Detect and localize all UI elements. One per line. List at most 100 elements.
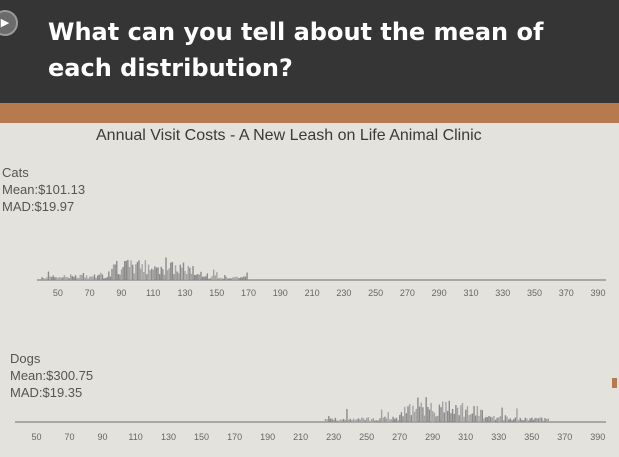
histogram-bar: [461, 402, 464, 422]
histogram-bar: [154, 266, 156, 280]
histogram-bar: [146, 274, 148, 280]
histogram-bar: [208, 278, 210, 280]
histogram-bar: [98, 274, 100, 280]
tick-label: 130: [177, 288, 192, 298]
histogram-bar: [545, 418, 548, 422]
histogram-bar: [74, 275, 77, 280]
histogram-bar: [168, 268, 170, 280]
histogram-bar: [463, 416, 465, 422]
histogram-bar: [116, 260, 118, 280]
question-text: What can you tell about the mean of each…: [48, 18, 544, 82]
histogram-bar: [108, 271, 110, 280]
histogram-bar: [498, 417, 500, 422]
histogram-bar: [324, 418, 327, 422]
histogram-bar: [241, 277, 243, 280]
histogram-bar: [171, 261, 174, 280]
histogram-bar: [382, 417, 384, 422]
histogram-bar: [516, 408, 518, 422]
dogs-label-block: Dogs Mean:$300.75 MAD:$19.35: [10, 350, 93, 401]
histogram-bar: [453, 413, 455, 422]
histogram-bar: [329, 418, 332, 422]
histogram-bar: [149, 270, 151, 280]
histogram-bar: [379, 418, 381, 422]
cats-label-block: Cats Mean:$101.13 MAD:$19.97: [2, 164, 85, 215]
histogram-bar: [104, 278, 107, 280]
histogram-bar: [483, 418, 485, 422]
histogram-bar: [127, 259, 129, 280]
histogram-bar: [185, 273, 188, 280]
histogram-bar: [438, 404, 441, 422]
histogram-bar: [243, 276, 245, 280]
histogram-bar: [112, 264, 115, 280]
histogram-bar: [125, 260, 128, 280]
tick-label: 210: [293, 432, 308, 442]
histogram-bar: [446, 410, 449, 422]
histogram-bar: [89, 276, 91, 280]
histogram-bar: [372, 418, 375, 422]
histogram-bar: [73, 276, 75, 280]
tick-label: 150: [194, 432, 209, 442]
histogram-bar: [181, 267, 183, 280]
histogram-bar: [541, 417, 543, 422]
histogram-bar: [151, 268, 153, 280]
histogram-bar: [42, 278, 45, 280]
histogram-bar: [77, 278, 80, 280]
histogram-bar: [211, 276, 213, 280]
histogram-bar: [66, 277, 69, 280]
histogram-bar: [49, 276, 51, 280]
histogram-bar: [390, 419, 393, 422]
histogram-bar: [536, 417, 538, 422]
histogram-bar: [160, 266, 162, 280]
histogram-bar: [428, 409, 431, 422]
tick-label: 390: [591, 288, 606, 298]
histogram-bar: [179, 264, 182, 280]
histogram-bar: [417, 397, 419, 422]
histogram-bar: [366, 417, 368, 422]
histogram-bar: [374, 420, 376, 422]
histogram-bar: [404, 406, 406, 422]
histogram-bar: [326, 419, 328, 422]
histogram-bar: [522, 420, 525, 422]
histogram-bar: [232, 277, 234, 280]
histogram-bar: [484, 417, 487, 422]
histogram-bar: [217, 278, 220, 280]
histogram-bar: [184, 271, 186, 280]
histogram-bar: [239, 277, 242, 280]
histogram-bar: [399, 414, 401, 422]
histogram-bar: [206, 273, 209, 280]
histogram-bar: [336, 420, 338, 422]
histogram-bar: [377, 420, 380, 422]
histogram-bar: [187, 265, 189, 280]
histogram-bar: [357, 418, 360, 422]
histogram-bar: [445, 401, 447, 422]
histogram-bar: [63, 275, 66, 280]
histogram-bar: [163, 274, 166, 280]
histogram-bar: [458, 415, 460, 422]
histogram-bar: [342, 418, 345, 422]
histogram-bar: [351, 420, 353, 422]
edge-marker: [612, 378, 617, 388]
dogs-label: Dogs: [10, 351, 41, 366]
histogram-bar: [97, 275, 99, 280]
histogram-bar: [402, 416, 404, 422]
cats-label: Cats: [2, 165, 29, 180]
histogram-bar: [201, 276, 204, 280]
histogram-bar: [95, 277, 97, 280]
histogram-bar: [192, 266, 194, 280]
histogram-bar: [195, 274, 197, 280]
tick-label: 350: [524, 432, 539, 442]
histogram-bar: [128, 267, 131, 280]
histogram-bar: [219, 277, 221, 280]
histogram-bar: [380, 409, 383, 422]
tick-label: 90: [116, 288, 126, 298]
histogram-bar: [47, 271, 50, 280]
header-stripe: [0, 103, 619, 123]
histogram-bar: [228, 278, 231, 280]
histogram-bar: [136, 262, 139, 280]
histogram-bar: [352, 418, 355, 422]
speaker-icon[interactable]: ▶: [0, 10, 18, 36]
histogram-bar: [527, 420, 530, 422]
tick-label: 90: [98, 432, 108, 442]
histogram-bar: [375, 420, 378, 422]
histogram-bar: [333, 419, 335, 422]
